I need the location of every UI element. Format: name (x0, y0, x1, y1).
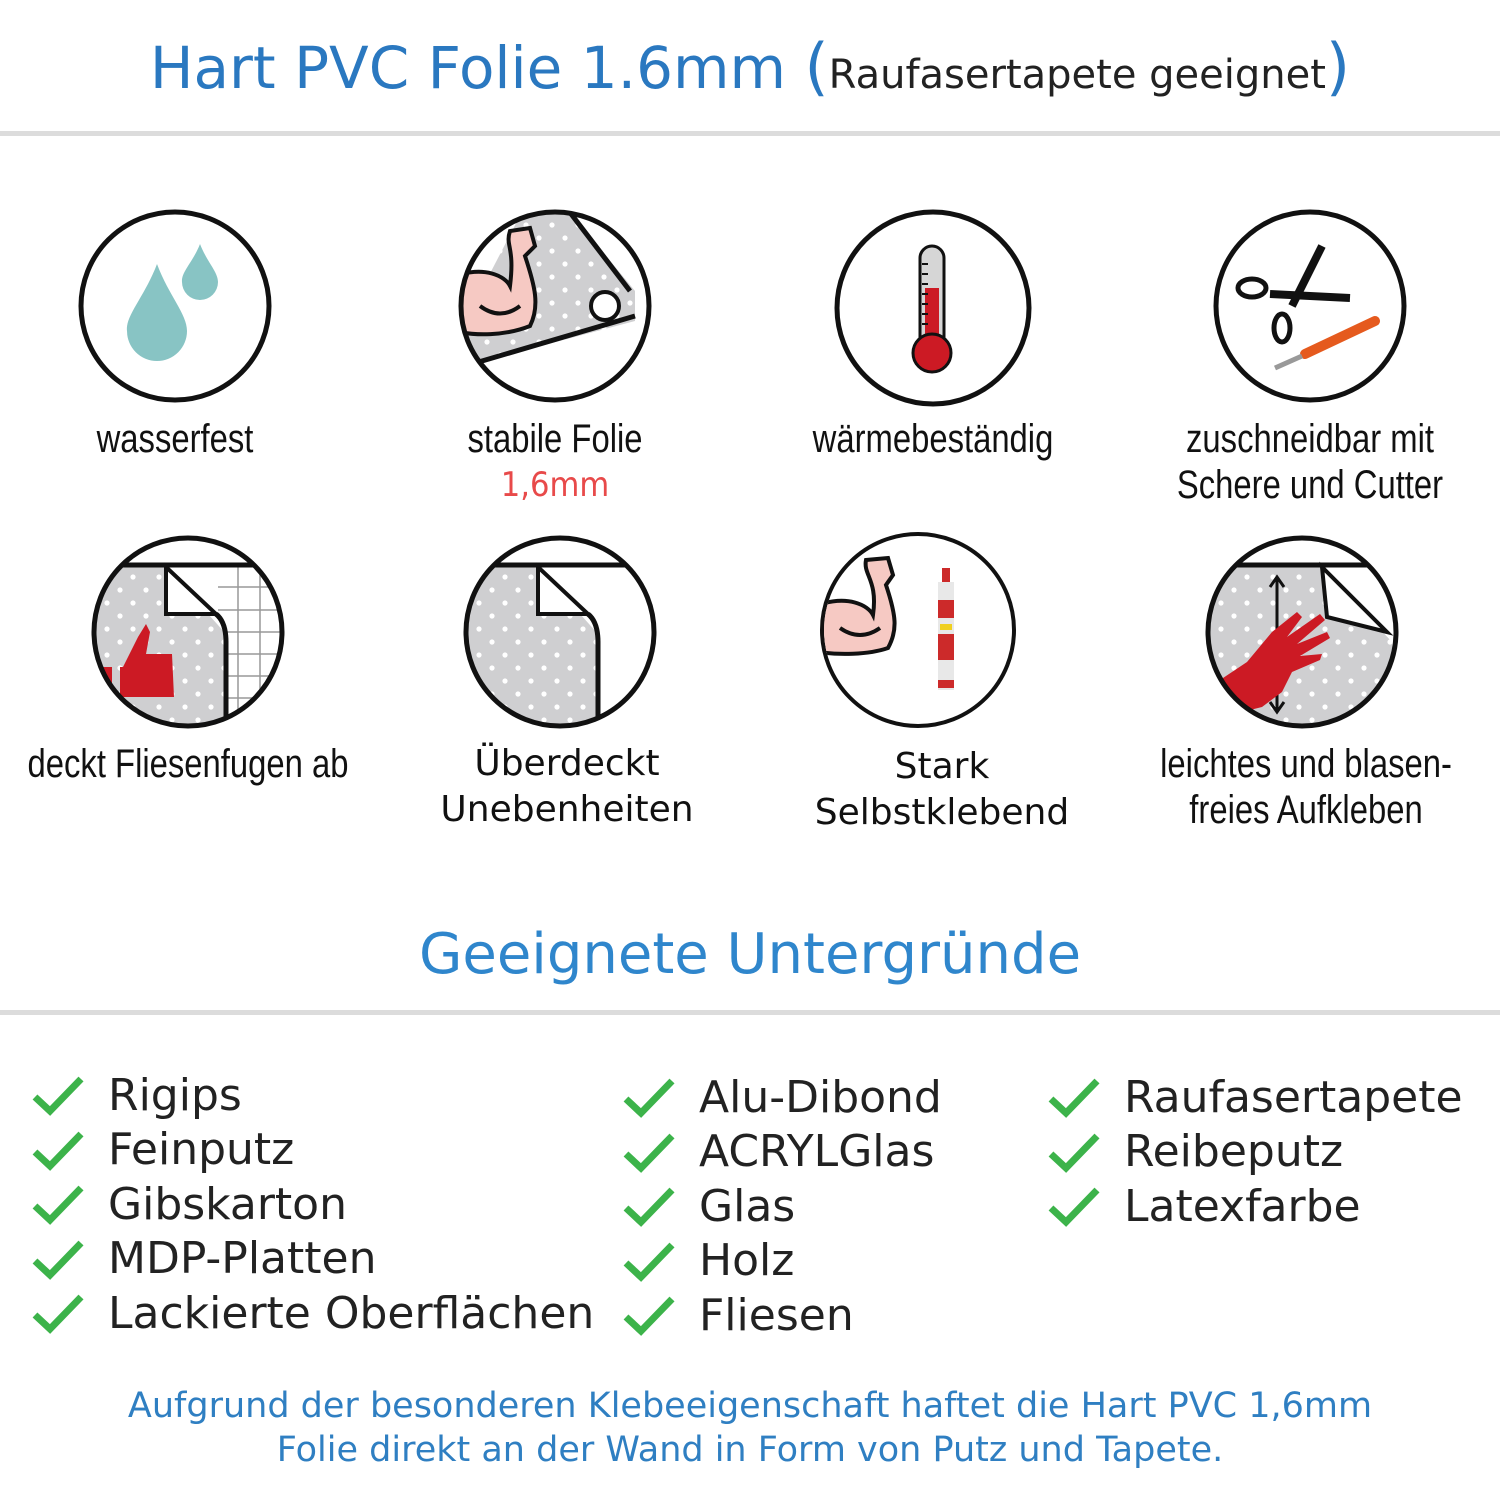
check-icon (623, 1187, 675, 1228)
muscle-roll-icon (458, 209, 652, 403)
divider (0, 131, 1500, 136)
feature-label-wasserfest: wasserfest (96, 417, 254, 461)
page-title: Hart PVC Folie 1.6mm (Raufasertapete gee… (0, 30, 1500, 103)
muscle-glue-icon (820, 532, 1016, 728)
surface-label: MDP-Platten (108, 1233, 377, 1285)
footer-line: Folie direkt an der Wand in Form von Put… (276, 1430, 1224, 1470)
feature-label-selbstklebend: Stark Selbstklebend (742, 744, 1142, 836)
check-icon (623, 1078, 675, 1119)
surface-label: Gibskarton (108, 1178, 347, 1230)
surface-item: Holz (623, 1234, 942, 1289)
label-line: stabile Folie (467, 417, 643, 461)
label-line: Unebenheiten (440, 789, 694, 830)
scissors-cutter-icon (1213, 209, 1407, 403)
surface-label: Lackierte Oberflächen (108, 1287, 595, 1339)
thermometer-icon (834, 209, 1032, 407)
feature-label-unebenheiten: Überdeckt Unebenheiten (367, 741, 767, 833)
check-icon (32, 1131, 84, 1171)
feature-label-stabile-folie: stabile Folie 1,6mm (391, 416, 719, 508)
surface-label: Raufasertapete (1124, 1071, 1463, 1123)
surface-item: Lackierte Oberflächen (32, 1286, 594, 1341)
paren-open: ( (804, 30, 829, 103)
feature-label-aufkleben: leichtes und blasen- freies Aufkleben (1142, 741, 1470, 833)
check-icon (623, 1296, 675, 1337)
thumbs-up-tiles-icon (91, 535, 285, 729)
check-icon (1048, 1187, 1100, 1228)
check-icon (1048, 1133, 1100, 1173)
label-line: Überdeckt (474, 743, 660, 784)
thickness-highlight: 1,6mm (500, 465, 610, 505)
check-icon (623, 1242, 675, 1282)
surface-label: Rigips (108, 1069, 242, 1121)
surface-label: Holz (699, 1235, 795, 1287)
title-subtitle: Raufasertapete geeignet (828, 52, 1326, 98)
label-line: Schere und Cutter (1176, 463, 1444, 507)
water-drops-icon (78, 209, 272, 403)
section-title: Geeignete Untergründe (418, 922, 1082, 987)
surface-item: Rigips (32, 1068, 594, 1123)
divider (0, 1010, 1500, 1015)
footer-line: Aufgrund der besonderen Klebeeigenschaft… (127, 1386, 1373, 1426)
label-line: leichtes und blasen- (1160, 742, 1452, 786)
surface-label: Feinputz (108, 1124, 295, 1176)
check-icon (623, 1133, 675, 1173)
surface-label: Glas (699, 1180, 796, 1232)
surface-label: Reibeputz (1124, 1126, 1344, 1178)
feature-label-waermebestaendig: wärmebeständig (812, 417, 1054, 461)
label-line: Selbstklebend (814, 792, 1070, 833)
surface-item: Fliesen (623, 1288, 942, 1343)
surface-item: MDP-Platten (32, 1232, 594, 1287)
check-icon (32, 1185, 84, 1226)
hand-smoothing-icon (1205, 535, 1399, 729)
surface-item: ACRYLGlas (623, 1125, 942, 1180)
title-main: Hart PVC Folie 1.6mm (149, 34, 787, 102)
paren-close: ) (1325, 30, 1351, 103)
surface-label: ACRYLGlas (699, 1126, 935, 1178)
surface-item: Latexfarbe (1048, 1179, 1463, 1234)
surface-item: Reibeputz (1048, 1125, 1463, 1180)
surface-item: Glas (623, 1179, 942, 1234)
footer-note: Aufgrund der besonderen Klebeeigenschaft… (0, 1384, 1500, 1472)
label-line: zuschneidbar mit (1186, 417, 1434, 461)
feature-label-fliesenfugen: deckt Fliesenfugen ab (27, 742, 349, 786)
check-icon (1048, 1078, 1100, 1119)
surface-list-col3: Raufasertapete Reibeputz Latexfarbe (1048, 1070, 1463, 1234)
surface-item: Feinputz (32, 1123, 594, 1178)
surface-list-col1: Rigips Feinputz Gibskarton MDP-Platten Lacki… (32, 1068, 594, 1341)
surface-item: Alu-Dibond (623, 1070, 942, 1125)
check-icon (32, 1076, 84, 1117)
feature-label-zuschneidbar: zuschneidbar mit Schere und Cutter (1146, 416, 1474, 508)
surface-item: Gibskarton (32, 1177, 594, 1232)
surface-label: Alu-Dibond (699, 1071, 942, 1123)
check-icon (32, 1294, 84, 1335)
peeling-foil-icon (463, 535, 657, 729)
surface-item: Raufasertapete (1048, 1070, 1463, 1125)
surface-list-col2: Alu-Dibond ACRYLGlas Glas Holz Fliesen (623, 1070, 942, 1343)
surface-label: Latexfarbe (1124, 1180, 1361, 1232)
label-line: Stark (894, 746, 990, 787)
label-line: freies Aufkleben (1189, 788, 1423, 832)
check-icon (32, 1240, 84, 1280)
surface-label: Fliesen (699, 1289, 854, 1341)
